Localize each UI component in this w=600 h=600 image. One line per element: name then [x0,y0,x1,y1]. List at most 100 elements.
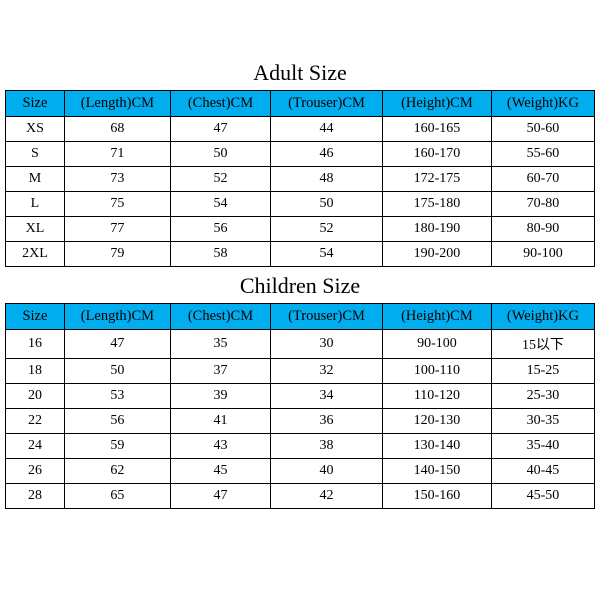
col-height: (Height)CM [382,91,491,117]
cell: 59 [64,434,170,459]
children-title: Children Size [5,273,595,299]
cell: 172-175 [382,167,491,192]
cell: 46 [271,142,383,167]
col-weight: (Weight)KG [491,304,594,330]
cell: 28 [6,484,65,509]
cell: 25-30 [491,384,594,409]
cell: 79 [64,242,170,267]
cell: 30 [271,330,383,359]
cell: 50 [170,142,270,167]
cell: 190-200 [382,242,491,267]
cell: 71 [64,142,170,167]
cell: 140-150 [382,459,491,484]
cell: 58 [170,242,270,267]
cell: 45 [170,459,270,484]
cell: 20 [6,384,65,409]
cell: 56 [64,409,170,434]
cell: XL [6,217,65,242]
cell: 50 [271,192,383,217]
cell: 53 [64,384,170,409]
col-chest: (Chest)CM [170,304,270,330]
cell: 68 [64,117,170,142]
cell: 54 [170,192,270,217]
cell: 62 [64,459,170,484]
cell: 150-160 [382,484,491,509]
cell: 43 [170,434,270,459]
adult-body: XS 68 47 44 160-165 50-60 S 71 50 46 160… [6,117,595,267]
cell: 22 [6,409,65,434]
cell: 110-120 [382,384,491,409]
cell: 54 [271,242,383,267]
cell: 50 [64,359,170,384]
cell: M [6,167,65,192]
table-row: L 75 54 50 175-180 70-80 [6,192,595,217]
children-header-row: Size (Length)CM (Chest)CM (Trouser)CM (H… [6,304,595,330]
col-height: (Height)CM [382,304,491,330]
children-body: 16 47 35 30 90-100 15以下 18 50 37 32 100-… [6,330,595,509]
cell: 34 [271,384,383,409]
cell: 16 [6,330,65,359]
size-chart-container: Adult Size Size (Length)CM (Chest)CM (Tr… [0,0,600,600]
table-row: 18 50 37 32 100-110 15-25 [6,359,595,384]
cell: 77 [64,217,170,242]
cell: 42 [271,484,383,509]
cell: 56 [170,217,270,242]
cell: XS [6,117,65,142]
cell: 15-25 [491,359,594,384]
cell: 75 [64,192,170,217]
cell: 41 [170,409,270,434]
cell: S [6,142,65,167]
table-row: 24 59 43 38 130-140 35-40 [6,434,595,459]
cell: 120-130 [382,409,491,434]
children-table: Size (Length)CM (Chest)CM (Trouser)CM (H… [5,303,595,509]
cell: 40 [271,459,383,484]
cell: 160-170 [382,142,491,167]
cell: 47 [170,117,270,142]
cell: 2XL [6,242,65,267]
cell: 39 [170,384,270,409]
col-length: (Length)CM [64,91,170,117]
cell: 44 [271,117,383,142]
cell: 100-110 [382,359,491,384]
cell: 37 [170,359,270,384]
table-row: 26 62 45 40 140-150 40-45 [6,459,595,484]
adult-table: Size (Length)CM (Chest)CM (Trouser)CM (H… [5,90,595,267]
cell: 130-140 [382,434,491,459]
cell: 55-60 [491,142,594,167]
cell: 47 [64,330,170,359]
cell: 60-70 [491,167,594,192]
table-row: M 73 52 48 172-175 60-70 [6,167,595,192]
cell: 90-100 [491,242,594,267]
col-length: (Length)CM [64,304,170,330]
cell: 40-45 [491,459,594,484]
cell: 32 [271,359,383,384]
cell: 47 [170,484,270,509]
cell: 50-60 [491,117,594,142]
cell: 80-90 [491,217,594,242]
cell: 90-100 [382,330,491,359]
cell: 38 [271,434,383,459]
table-row: XL 77 56 52 180-190 80-90 [6,217,595,242]
col-chest: (Chest)CM [170,91,270,117]
cell: 65 [64,484,170,509]
cell: 160-165 [382,117,491,142]
table-row: 28 65 47 42 150-160 45-50 [6,484,595,509]
cell: 175-180 [382,192,491,217]
col-weight: (Weight)KG [491,91,594,117]
cell: L [6,192,65,217]
cell: 35-40 [491,434,594,459]
adult-title: Adult Size [5,60,595,86]
cell: 35 [170,330,270,359]
col-trouser: (Trouser)CM [271,91,383,117]
cell: 48 [271,167,383,192]
col-trouser: (Trouser)CM [271,304,383,330]
cell: 45-50 [491,484,594,509]
table-row: 22 56 41 36 120-130 30-35 [6,409,595,434]
table-row: S 71 50 46 160-170 55-60 [6,142,595,167]
cell: 18 [6,359,65,384]
table-row: 20 53 39 34 110-120 25-30 [6,384,595,409]
table-row: 16 47 35 30 90-100 15以下 [6,330,595,359]
cell: 30-35 [491,409,594,434]
cell: 24 [6,434,65,459]
table-row: 2XL 79 58 54 190-200 90-100 [6,242,595,267]
